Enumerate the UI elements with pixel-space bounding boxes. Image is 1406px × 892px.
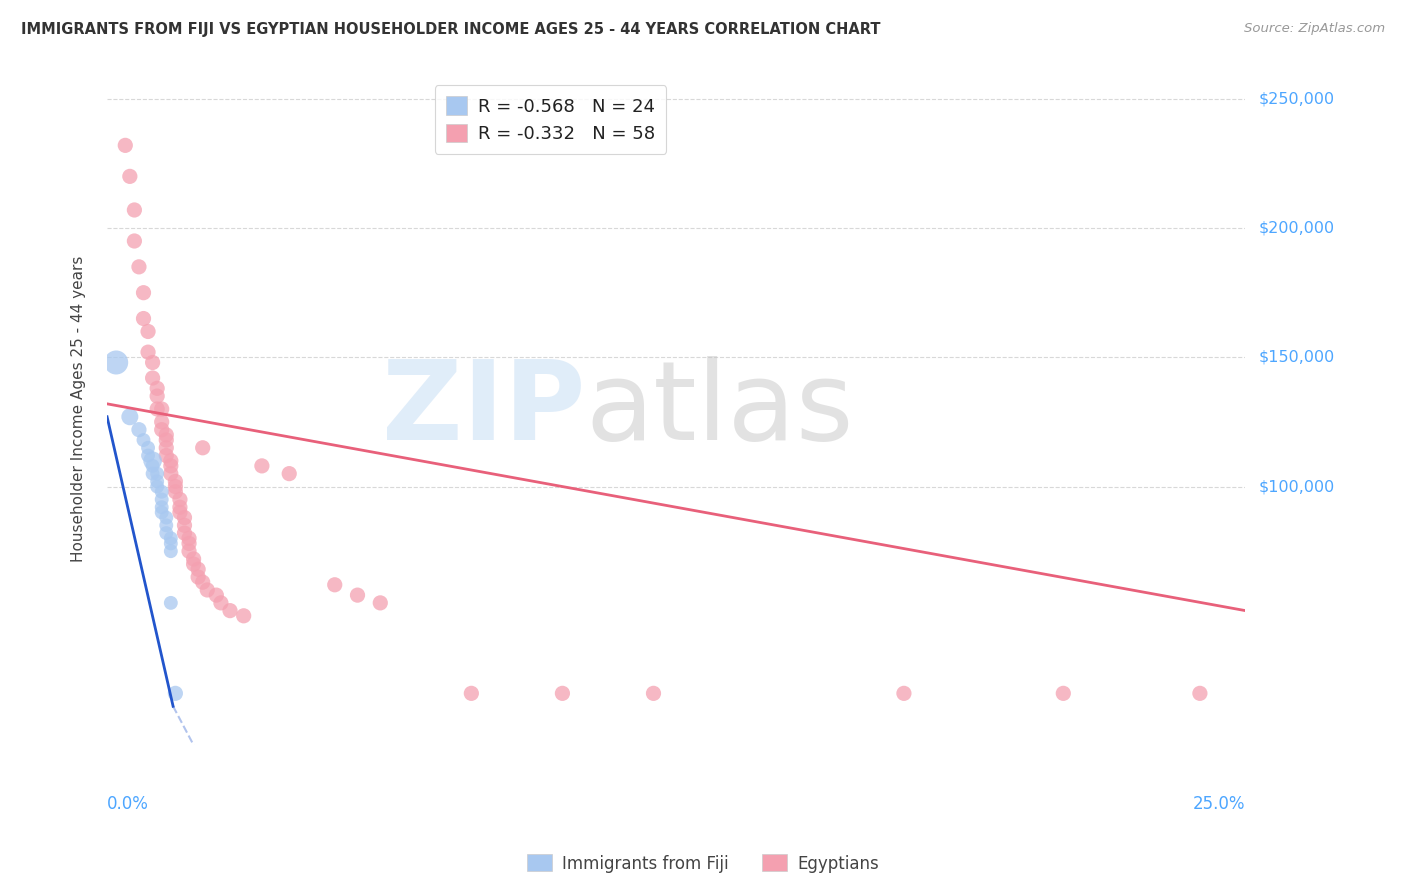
Point xyxy=(159,453,181,467)
Point xyxy=(155,441,177,455)
Point xyxy=(219,604,242,618)
Point xyxy=(643,686,665,700)
Point xyxy=(1188,686,1211,700)
Point xyxy=(124,234,146,248)
Point xyxy=(150,500,173,515)
Y-axis label: Householder Income Ages 25 - 44 years: Householder Income Ages 25 - 44 years xyxy=(72,256,86,562)
Point xyxy=(142,458,165,473)
Point xyxy=(177,544,200,558)
Point xyxy=(159,467,181,481)
Point xyxy=(136,345,159,359)
Text: Source: ZipAtlas.com: Source: ZipAtlas.com xyxy=(1244,22,1385,36)
Point xyxy=(893,686,915,700)
Point xyxy=(169,492,191,507)
Point xyxy=(132,311,155,326)
Point xyxy=(155,510,177,524)
Point xyxy=(278,467,301,481)
Point xyxy=(155,526,177,541)
Point xyxy=(183,557,205,571)
Point xyxy=(346,588,368,602)
Point xyxy=(250,458,273,473)
Point xyxy=(165,479,187,493)
Point xyxy=(118,169,141,184)
Point xyxy=(368,596,391,610)
Point xyxy=(150,492,173,507)
Point xyxy=(114,138,136,153)
Point xyxy=(146,479,169,493)
Point xyxy=(128,260,150,274)
Point xyxy=(146,467,169,481)
Point xyxy=(232,608,254,623)
Point xyxy=(205,588,228,602)
Point xyxy=(209,596,232,610)
Point xyxy=(155,428,177,442)
Point xyxy=(173,510,195,524)
Point xyxy=(150,484,173,499)
Point xyxy=(124,202,146,217)
Point xyxy=(191,441,214,455)
Point xyxy=(142,453,165,467)
Point xyxy=(323,578,346,592)
Point xyxy=(173,526,195,541)
Point xyxy=(159,536,181,550)
Point xyxy=(187,562,209,576)
Text: $100,000: $100,000 xyxy=(1260,479,1336,494)
Point xyxy=(191,575,214,590)
Point xyxy=(195,582,218,597)
Point xyxy=(159,596,181,610)
Point xyxy=(183,552,205,566)
Legend: Immigrants from Fiji, Egyptians: Immigrants from Fiji, Egyptians xyxy=(520,847,886,880)
Point xyxy=(128,423,150,437)
Point xyxy=(142,467,165,481)
Point xyxy=(1052,686,1074,700)
Legend: R = -0.568   N = 24, R = -0.332   N = 58: R = -0.568 N = 24, R = -0.332 N = 58 xyxy=(434,86,666,153)
Point xyxy=(460,686,482,700)
Point xyxy=(187,570,209,584)
Point xyxy=(159,458,181,473)
Point xyxy=(159,531,181,545)
Point xyxy=(142,355,165,369)
Point xyxy=(136,441,159,455)
Point xyxy=(136,325,159,339)
Point xyxy=(155,433,177,447)
Text: 0.0%: 0.0% xyxy=(107,796,149,814)
Point xyxy=(173,518,195,533)
Point xyxy=(146,381,169,395)
Point xyxy=(551,686,574,700)
Point xyxy=(132,285,155,300)
Point xyxy=(150,402,173,417)
Text: 25.0%: 25.0% xyxy=(1192,796,1246,814)
Point xyxy=(150,415,173,429)
Point xyxy=(146,389,169,403)
Point xyxy=(146,475,169,489)
Text: atlas: atlas xyxy=(585,356,853,463)
Text: ZIP: ZIP xyxy=(382,356,585,463)
Point xyxy=(142,371,165,385)
Point xyxy=(118,409,141,424)
Text: IMMIGRANTS FROM FIJI VS EGYPTIAN HOUSEHOLDER INCOME AGES 25 - 44 YEARS CORRELATI: IMMIGRANTS FROM FIJI VS EGYPTIAN HOUSEHO… xyxy=(21,22,880,37)
Point xyxy=(177,536,200,550)
Point xyxy=(177,531,200,545)
Point xyxy=(165,484,187,499)
Point xyxy=(150,423,173,437)
Text: $250,000: $250,000 xyxy=(1260,91,1336,106)
Text: $200,000: $200,000 xyxy=(1260,220,1336,235)
Point xyxy=(155,518,177,533)
Point xyxy=(169,500,191,515)
Point xyxy=(165,475,187,489)
Point xyxy=(136,449,159,463)
Point xyxy=(169,505,191,519)
Point xyxy=(155,449,177,463)
Point xyxy=(165,686,187,700)
Point xyxy=(146,402,169,417)
Point xyxy=(105,355,128,369)
Point xyxy=(150,505,173,519)
Point xyxy=(132,433,155,447)
Text: $150,000: $150,000 xyxy=(1260,350,1336,365)
Point xyxy=(159,544,181,558)
